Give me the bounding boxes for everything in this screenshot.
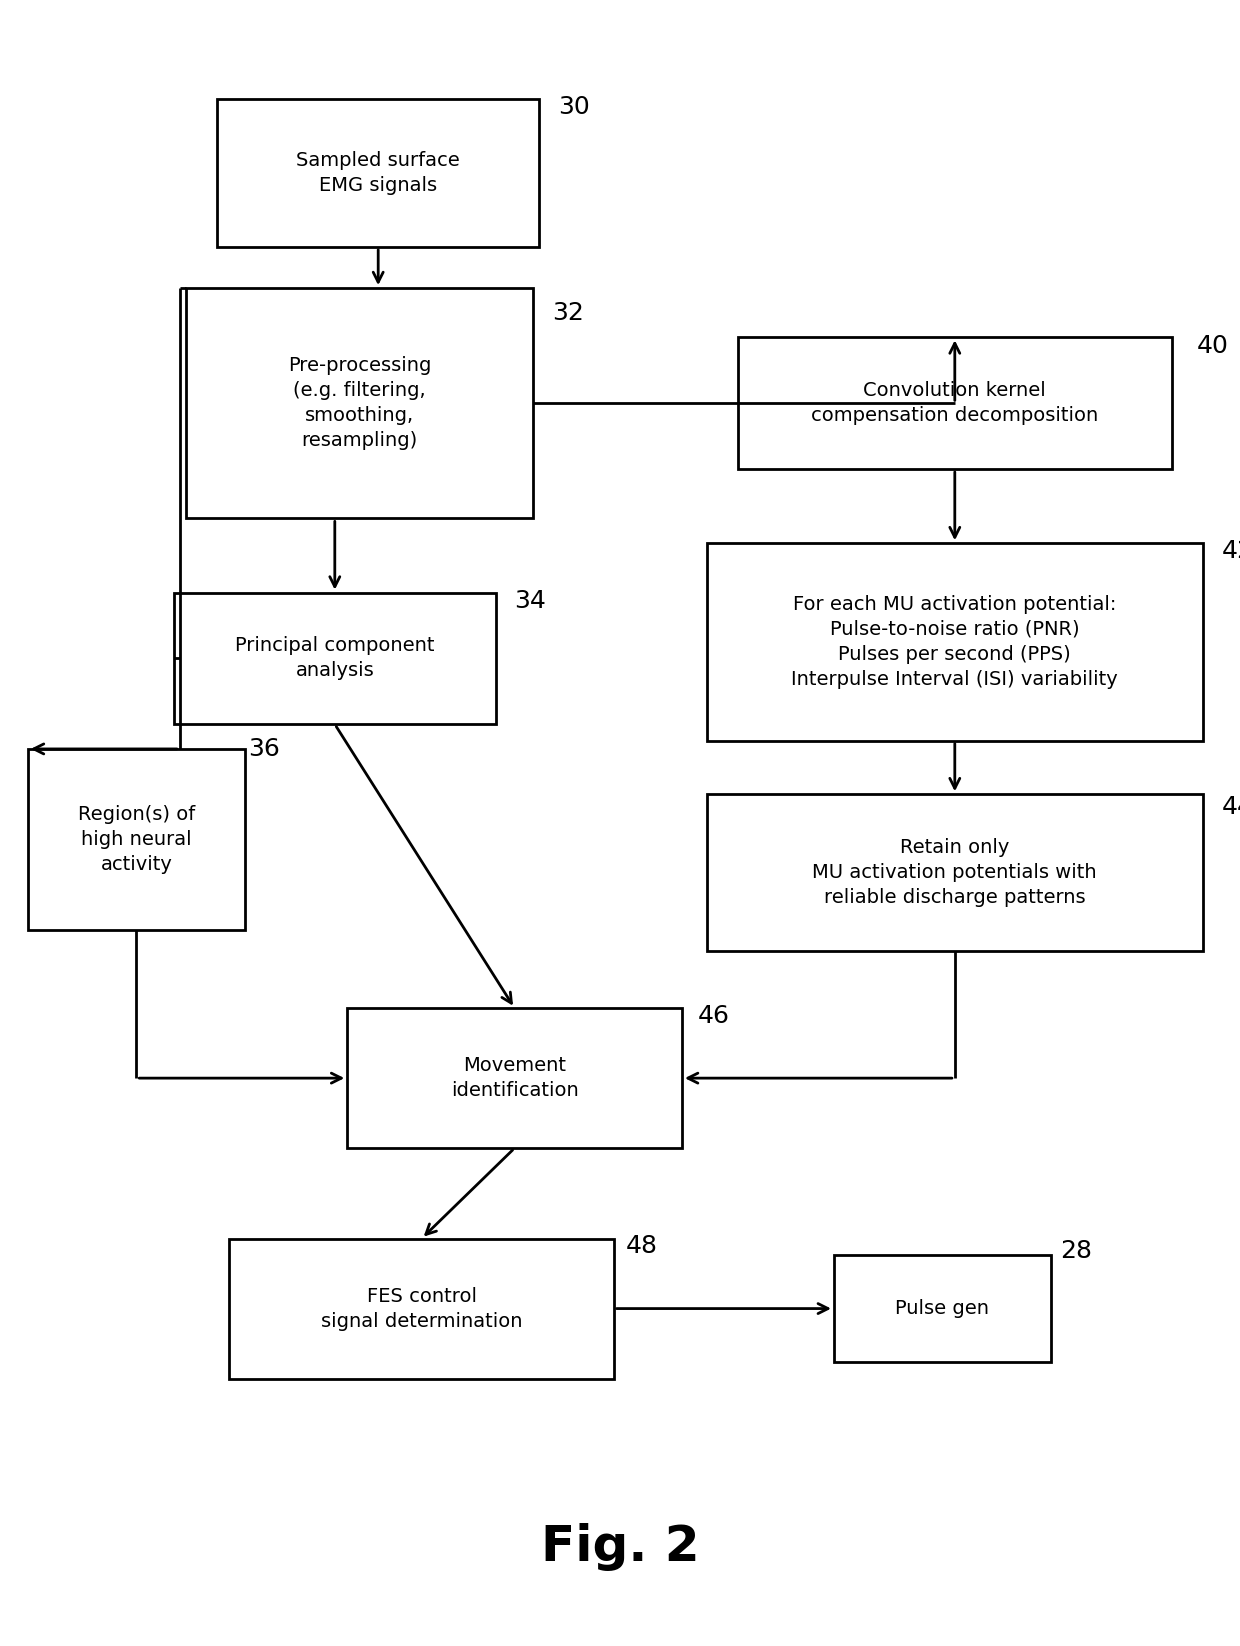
Text: Principal component
analysis: Principal component analysis — [236, 637, 434, 680]
Text: Retain only
MU activation potentials with
reliable discharge patterns: Retain only MU activation potentials wit… — [812, 838, 1097, 907]
FancyBboxPatch shape — [229, 1239, 614, 1379]
FancyBboxPatch shape — [738, 337, 1172, 469]
Text: FES control
signal determination: FES control signal determination — [321, 1287, 522, 1330]
FancyBboxPatch shape — [707, 543, 1203, 741]
Text: 32: 32 — [552, 301, 584, 324]
Text: For each MU activation potential:
Pulse-to-noise ratio (PNR)
Pulses per second (: For each MU activation potential: Pulse-… — [791, 594, 1118, 690]
Text: 42: 42 — [1221, 540, 1240, 563]
FancyBboxPatch shape — [217, 99, 539, 247]
FancyBboxPatch shape — [347, 1007, 682, 1149]
Text: 36: 36 — [248, 737, 280, 760]
Text: 46: 46 — [698, 1004, 730, 1027]
Text: Region(s) of
high neural
activity: Region(s) of high neural activity — [78, 805, 195, 874]
Text: 28: 28 — [1060, 1239, 1092, 1262]
Text: Pre-processing
(e.g. filtering,
smoothing,
resampling): Pre-processing (e.g. filtering, smoothin… — [288, 356, 432, 451]
Text: 30: 30 — [558, 95, 590, 119]
Text: Movement
identification: Movement identification — [450, 1057, 579, 1100]
FancyBboxPatch shape — [833, 1256, 1050, 1363]
Text: Pulse gen: Pulse gen — [895, 1299, 990, 1318]
FancyBboxPatch shape — [29, 749, 246, 930]
Text: Sampled surface
EMG signals: Sampled surface EMG signals — [296, 151, 460, 194]
Text: 44: 44 — [1221, 795, 1240, 818]
FancyBboxPatch shape — [174, 593, 496, 724]
Text: Fig. 2: Fig. 2 — [541, 1523, 699, 1572]
Text: 48: 48 — [626, 1234, 658, 1258]
Text: Convolution kernel
compensation decomposition: Convolution kernel compensation decompos… — [811, 382, 1099, 425]
FancyBboxPatch shape — [707, 795, 1203, 951]
FancyBboxPatch shape — [186, 288, 533, 518]
Text: 34: 34 — [515, 589, 547, 612]
Text: 40: 40 — [1197, 334, 1229, 357]
